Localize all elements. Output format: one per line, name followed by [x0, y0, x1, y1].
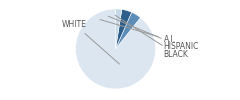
- Text: A.I.: A.I.: [100, 20, 176, 44]
- Text: WHITE: WHITE: [62, 20, 120, 64]
- Wedge shape: [115, 9, 122, 49]
- Text: BLACK: BLACK: [115, 15, 188, 59]
- Text: HISPANIC: HISPANIC: [108, 16, 199, 51]
- Wedge shape: [115, 12, 140, 49]
- Wedge shape: [115, 9, 132, 49]
- Wedge shape: [76, 9, 156, 89]
